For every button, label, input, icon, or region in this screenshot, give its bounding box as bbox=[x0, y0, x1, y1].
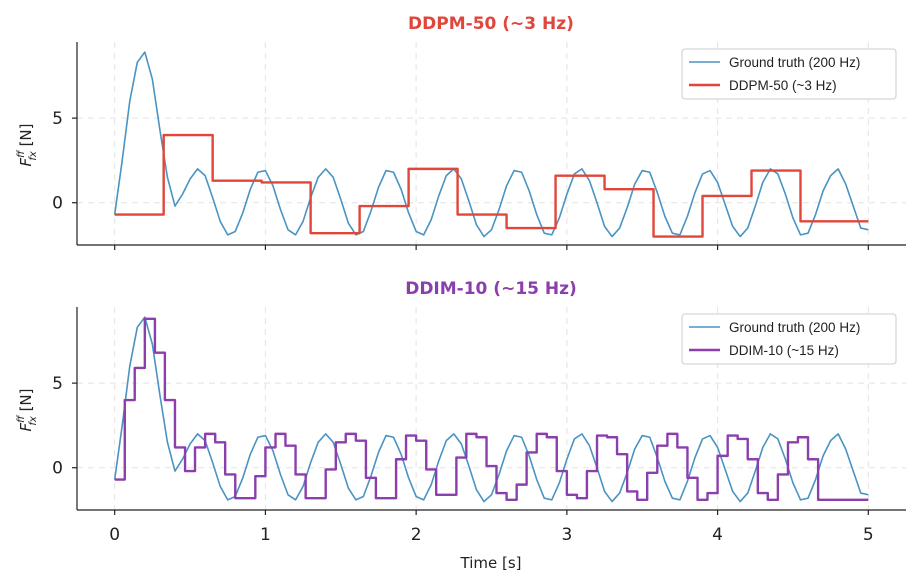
ddpm-panel: DDPM-50 (~3 Hz) 05 Ffffx [N] Ground trut… bbox=[16, 14, 906, 250]
ddpm-ylabel-sub: fx bbox=[28, 151, 39, 161]
ddim-panel: DDIM-10 (~15 Hz) 0 5 0 1 2 3 4 5 Ffffx [N] Time… bbox=[16, 279, 906, 572]
ddim-y-tick-label-0: 0 bbox=[52, 459, 63, 479]
ddpm-axes: 05 bbox=[52, 42, 906, 250]
ddim-legend-box bbox=[681, 313, 897, 365]
ddim-series-ground-truth-line bbox=[113, 316, 869, 503]
ddpm-legend-prediction-label: DDPM-50 (~3 Hz) bbox=[729, 78, 837, 93]
ddim-x-tick-label-2: 2 bbox=[411, 525, 422, 545]
ddpm-ylabel-sup: ff bbox=[16, 149, 27, 158]
ddpm-legend: Ground truth (200 Hz) DDPM-50 (~3 Hz) bbox=[681, 48, 897, 100]
ddim-x-tick-label-4: 4 bbox=[712, 525, 723, 545]
ddpm-series bbox=[113, 51, 869, 238]
x-axis-title: Time [s] bbox=[460, 554, 522, 572]
ddim-legend-prediction-label: DDIM-10 (~15 Hz) bbox=[729, 343, 839, 358]
ddpm-series-prediction-line bbox=[114, 133, 869, 238]
ddim-y-tick-label-1: 5 bbox=[52, 374, 63, 394]
ddpm-legend-box bbox=[681, 48, 897, 100]
ddpm-y-tick-label-1: 5 bbox=[52, 109, 63, 129]
ddim-legend: Ground truth (200 Hz) DDIM-10 (~15 Hz) bbox=[681, 313, 897, 365]
ddpm-ylabel-unit: [N] bbox=[17, 123, 35, 151]
ddim-x-tick-label-3: 3 bbox=[561, 525, 572, 545]
ddpm-y-axis-title: Ffffx [N] bbox=[16, 123, 39, 166]
ddim-x-tick-label-0: 0 bbox=[109, 525, 120, 545]
ddim-ylabel-main: F bbox=[17, 423, 35, 432]
ddim-series bbox=[113, 316, 869, 503]
ddpm-series-ground-truth-line bbox=[113, 51, 869, 238]
ddim-legend-ground-truth-label: Ground truth (200 Hz) bbox=[729, 320, 860, 335]
ddim-x-tick-label-1: 1 bbox=[260, 525, 271, 545]
ddim-x-tick-label-5: 5 bbox=[863, 525, 874, 545]
ddim-ylabel-unit: [N] bbox=[17, 388, 35, 416]
ddim-panel-title: DDIM-10 (~15 Hz) bbox=[405, 279, 577, 299]
ddpm-panel-title: DDPM-50 (~3 Hz) bbox=[408, 14, 574, 34]
ddim-ylabel-sup: ff bbox=[16, 414, 27, 423]
ddim-y-axis-title: Ffffx [N] bbox=[16, 388, 39, 431]
ddim-series-prediction-line bbox=[114, 317, 869, 502]
ddpm-ylabel-main: F bbox=[17, 158, 35, 167]
ddpm-legend-ground-truth-label: Ground truth (200 Hz) bbox=[729, 55, 860, 70]
ddim-axes: 0 5 0 1 2 3 4 5 bbox=[52, 307, 906, 545]
ddim-ylabel-sub: fx bbox=[28, 416, 39, 426]
ddpm-y-tick-label-0: 0 bbox=[52, 194, 63, 214]
